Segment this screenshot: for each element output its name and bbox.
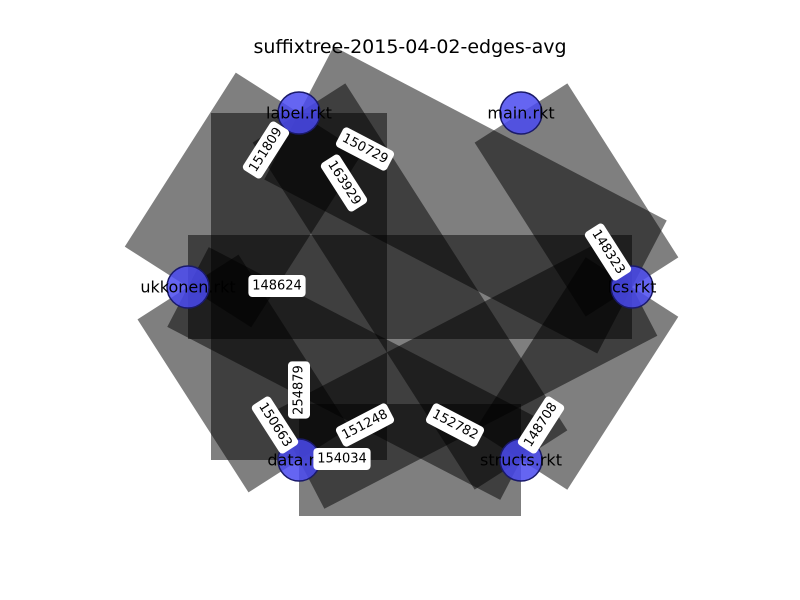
- edge-label-ukkonen-lcs: 148624: [248, 275, 306, 297]
- node-circle-ukkonen[interactable]: [166, 265, 210, 309]
- edge-value-ukkonen-lcs: 148624: [252, 279, 302, 294]
- node-label[interactable]: label.rkt: [266, 91, 332, 135]
- edge-value-data-structs: 154034: [317, 452, 367, 467]
- edge-label-data-structs: 154034: [313, 448, 371, 470]
- edge-label-box-ukkonen-structs: [425, 403, 485, 447]
- edge-label-data-label: 254879: [288, 361, 310, 419]
- edge-label-box-data-structs: [313, 448, 371, 470]
- edge-label-box-label-structs: [320, 154, 368, 212]
- node-ukkonen[interactable]: ukkonen.rkt: [140, 265, 236, 309]
- edge-label-box-data-label: [288, 361, 310, 419]
- edge-label-box-data-lcs: [335, 403, 395, 447]
- edge-label-box-main-lcs: [584, 223, 632, 281]
- node-circle-main[interactable]: [499, 91, 543, 135]
- node-circle-label[interactable]: [277, 91, 321, 135]
- edge-label-box-ukkonen-lcs: [248, 275, 306, 297]
- node-label-ukkonen: ukkonen.rkt: [140, 278, 235, 297]
- edge-label-box-label-ukkonen: [242, 121, 290, 179]
- diagram-title: suffixtree-2015-04-02-edges-avg: [253, 36, 566, 58]
- edge-value-data-label: 254879: [292, 365, 307, 415]
- node-label-lcs: lcs.rkt: [608, 278, 657, 297]
- node-label-label: label.rkt: [266, 104, 332, 123]
- node-label-structs: structs.rkt: [480, 451, 562, 470]
- edge-label-box-structs-lcs: [517, 396, 565, 454]
- edge-bands: [124, 46, 679, 516]
- edge-label-box-label-lcs: [335, 127, 395, 171]
- edge-label-box-data-ukkonen: [251, 396, 299, 454]
- node-label-main: main.rkt: [487, 104, 554, 123]
- node-main[interactable]: main.rkt: [487, 91, 555, 135]
